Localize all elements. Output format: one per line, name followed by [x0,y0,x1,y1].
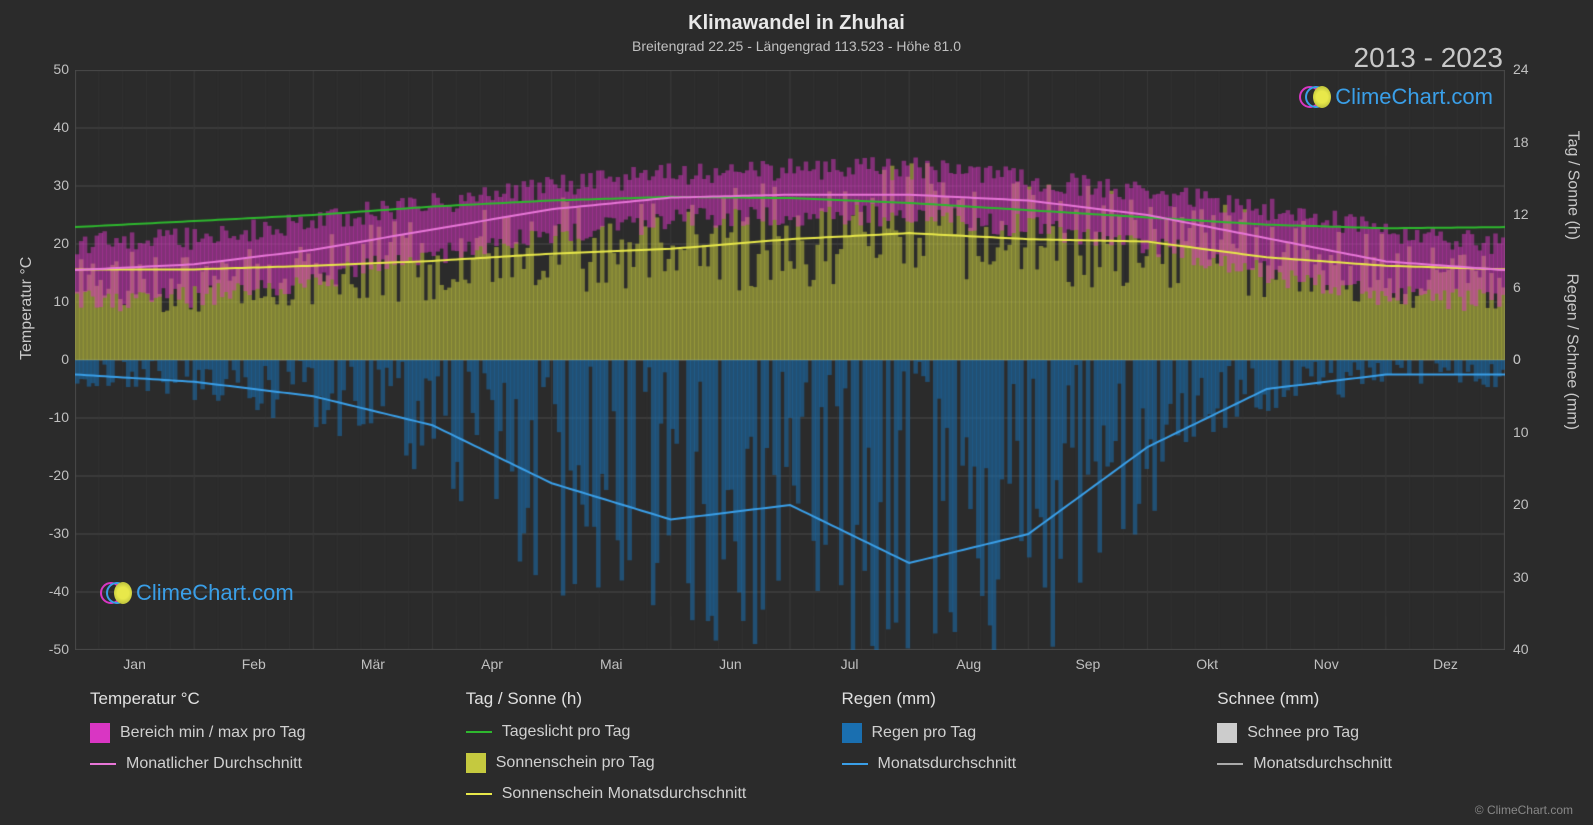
y-tick-left: 40 [53,119,69,135]
legend-swatch [90,723,110,743]
y-tick-left: -10 [49,409,69,425]
legend-item: Schnee pro Tag [1217,723,1553,743]
legend-item: Tageslicht pro Tag [466,723,802,741]
legend-item: Monatsdurchschnitt [842,755,1178,773]
legend-item: Monatsdurchschnitt [1217,755,1553,773]
chart-title: Klimawandel in Zhuhai [0,12,1593,35]
y-tick-right-bottom: 10 [1513,424,1529,440]
legend-title: Tag / Sonne (h) [466,689,802,709]
legend-swatch [1217,723,1237,743]
legend-item: Bereich min / max pro Tag [90,723,426,743]
x-tick-month: Nov [1306,656,1346,672]
legend-label: Monatsdurchschnitt [1253,755,1392,773]
legend-swatch [466,793,492,795]
watermark-top: ClimeChart.com [1299,82,1493,112]
y-tick-left: -50 [49,641,69,657]
x-tick-month: Feb [234,656,274,672]
x-tick-month: Sep [1068,656,1108,672]
legend-item: Sonnenschein pro Tag [466,753,802,773]
legend-swatch [842,763,868,765]
legend-label: Monatlicher Durchschnitt [126,755,302,773]
legend-label: Monatsdurchschnitt [878,755,1017,773]
y-tick-left: 30 [53,177,69,193]
y-tick-right-bottom: 30 [1513,569,1529,585]
y-tick-right-bottom: 0 [1513,351,1521,367]
y-tick-left: 50 [53,61,69,77]
copyright: © ClimeChart.com [1475,803,1573,817]
y-axis-right-bottom-label: Regen / Schnee (mm) [1563,273,1581,430]
legend-swatch [466,731,492,733]
legend: Temperatur °C Bereich min / max pro Tag Mo… [90,689,1553,815]
legend-swatch [90,763,116,765]
legend-label: Bereich min / max pro Tag [120,724,306,742]
legend-title: Regen (mm) [842,689,1178,709]
y-tick-right-bottom: 20 [1513,496,1529,512]
y-tick-right-top: 6 [1513,279,1521,295]
x-tick-month: Apr [472,656,512,672]
y-tick-right-top: 12 [1513,206,1529,222]
x-tick-month: Jul [830,656,870,672]
legend-title: Schnee (mm) [1217,689,1553,709]
legend-label: Regen pro Tag [872,724,977,742]
legend-column: Schnee (mm) Schnee pro Tag Monatsdurchschn… [1217,689,1553,815]
legend-column: Regen (mm) Regen pro Tag Monatsdurchschnit… [842,689,1178,815]
watermark-text: ClimeChart.com [1335,84,1493,110]
legend-column: Tag / Sonne (h) Tageslicht pro Tag Sonnens… [466,689,802,815]
y-tick-left: 0 [61,351,69,367]
y-axis-left-label: Temperatur °C [18,257,36,360]
chart-plot-area [75,70,1505,650]
legend-label: Schnee pro Tag [1247,724,1359,742]
y-tick-left: -40 [49,583,69,599]
x-tick-month: Okt [1187,656,1227,672]
y-tick-left: 10 [53,293,69,309]
legend-label: Sonnenschein Monatsdurchschnitt [502,785,747,803]
legend-item: Sonnenschein Monatsdurchschnitt [466,785,802,803]
legend-label: Sonnenschein pro Tag [496,754,655,772]
y-tick-left: -30 [49,525,69,541]
y-tick-right-bottom: 40 [1513,641,1529,657]
y-tick-left: 20 [53,235,69,251]
x-tick-month: Aug [949,656,989,672]
legend-label: Tageslicht pro Tag [502,723,631,741]
legend-title: Temperatur °C [90,689,426,709]
chart-canvas [75,70,1505,650]
y-axis-right-top-label: Tag / Sonne (h) [1563,131,1581,240]
legend-item: Monatlicher Durchschnitt [90,755,426,773]
x-tick-month: Jun [710,656,750,672]
legend-column: Temperatur °C Bereich min / max pro Tag Mo… [90,689,426,815]
x-tick-month: Jan [115,656,155,672]
x-tick-month: Mai [591,656,631,672]
x-tick-month: Dez [1425,656,1465,672]
legend-swatch [842,723,862,743]
legend-item: Regen pro Tag [842,723,1178,743]
climechart-logo-icon [1299,82,1329,112]
y-tick-left: -20 [49,467,69,483]
watermark-text: ClimeChart.com [136,580,294,606]
legend-swatch [1217,763,1243,765]
x-tick-month: Mär [353,656,393,672]
watermark-bottom: ClimeChart.com [100,578,294,608]
legend-swatch [466,753,486,773]
y-tick-right-top: 24 [1513,61,1529,77]
climechart-logo-icon [100,578,130,608]
y-tick-right-top: 18 [1513,134,1529,150]
